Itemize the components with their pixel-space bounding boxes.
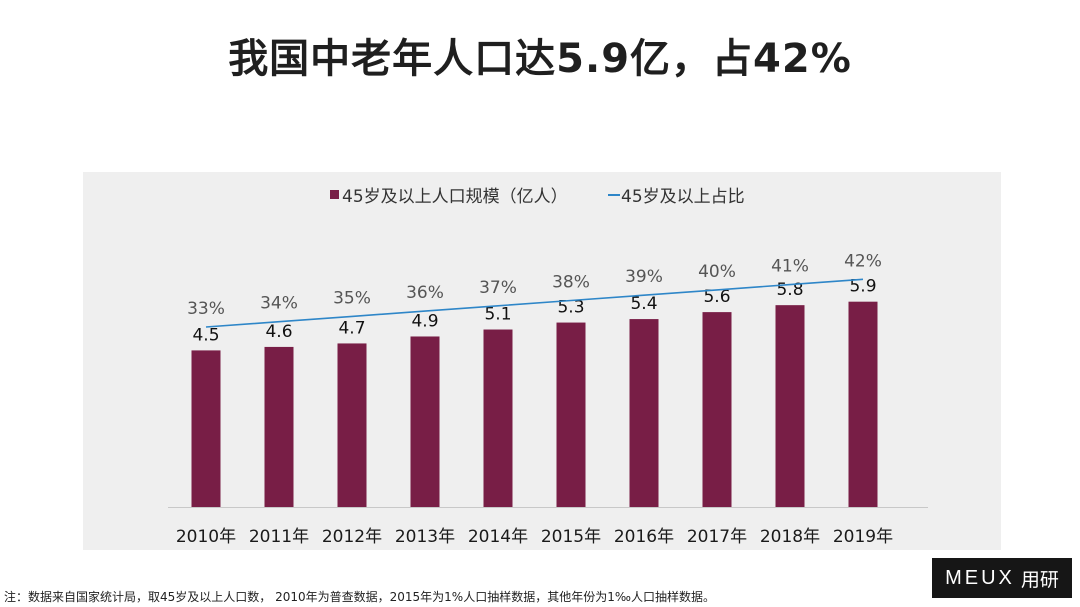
legend-bar-swatch bbox=[330, 190, 339, 199]
share-value-label: 34% bbox=[260, 294, 298, 314]
share-value-label: 38% bbox=[552, 273, 590, 293]
bar-2010年 bbox=[191, 350, 221, 507]
x-tick-label: 2013年 bbox=[395, 527, 455, 547]
bar-2017年 bbox=[702, 312, 732, 507]
x-tick-label: 2017年 bbox=[687, 527, 747, 547]
x-tick-label: 2016年 bbox=[614, 527, 674, 547]
bar-2011年 bbox=[264, 346, 294, 507]
footnote: 注：数据来自国家统计局，取45岁及以上人口数， 2010年为普查数据，2015年… bbox=[4, 590, 715, 604]
legend-bar-label: 45岁及以上人口规模（亿人） bbox=[342, 187, 568, 207]
bar-2015年 bbox=[556, 322, 586, 507]
meux-logo: MEUX 用研 bbox=[932, 558, 1072, 598]
bar-2014年 bbox=[483, 329, 513, 507]
share-value-label: 36% bbox=[406, 283, 444, 303]
bar-2013年 bbox=[410, 336, 440, 507]
x-tick-label: 2010年 bbox=[176, 527, 236, 547]
bar-value-label: 4.5 bbox=[192, 325, 219, 345]
x-tick-label: 2011年 bbox=[249, 527, 309, 547]
share-value-label: 33% bbox=[187, 299, 225, 319]
share-value-label: 41% bbox=[771, 257, 809, 277]
bar-value-label: 5.1 bbox=[484, 305, 511, 325]
population-chart: 45岁及以上人口规模（亿人） 45岁及以上占比 4.5 2010年 4.6 2011年… bbox=[168, 187, 928, 547]
x-tick-label: 2014年 bbox=[468, 527, 528, 547]
x-tick-label: 2019年 bbox=[833, 527, 893, 547]
share-value-label: 37% bbox=[479, 278, 517, 298]
bar-2016年 bbox=[629, 319, 659, 507]
legend-line-label: 45岁及以上占比 bbox=[621, 187, 745, 207]
bar-2012年 bbox=[337, 343, 367, 507]
bar-value-label: 4.7 bbox=[338, 318, 365, 338]
chart-legend: 45岁及以上人口规模（亿人） 45岁及以上占比 bbox=[330, 187, 745, 207]
share-value-label: 39% bbox=[625, 267, 663, 287]
bar-value-label: 4.6 bbox=[265, 322, 292, 342]
plot-area: 4.5 2010年 4.6 2011年 4.7 2012年 4.9 2013年 5.1 2014年… bbox=[168, 251, 928, 547]
bar-value-label: 5.9 bbox=[849, 277, 876, 297]
share-value-label: 40% bbox=[698, 262, 736, 282]
logo-chinese-text: 用研 bbox=[1020, 568, 1059, 591]
bar-2018年 bbox=[775, 305, 805, 507]
bar-value-label: 4.9 bbox=[411, 311, 438, 331]
chart-panel: 45岁及以上人口规模（亿人） 45岁及以上占比 4.5 2010年 4.6 2011年… bbox=[83, 172, 1001, 550]
bar-value-label: 5.6 bbox=[703, 287, 730, 307]
share-value-label: 35% bbox=[333, 288, 371, 308]
bar-2019年 bbox=[848, 301, 878, 507]
bar-value-label: 5.3 bbox=[557, 298, 584, 318]
x-tick-label: 2015年 bbox=[541, 527, 601, 547]
page-title: 我国中老年人口达5.9亿，占42% bbox=[228, 36, 852, 82]
x-tick-label: 2018年 bbox=[760, 527, 820, 547]
x-tick-label: 2012年 bbox=[322, 527, 382, 547]
bar-value-label: 5.4 bbox=[630, 294, 657, 314]
logo-latin-text: MEUX bbox=[945, 566, 1015, 589]
share-line bbox=[205, 278, 864, 328]
share-value-label: 42% bbox=[844, 251, 882, 271]
